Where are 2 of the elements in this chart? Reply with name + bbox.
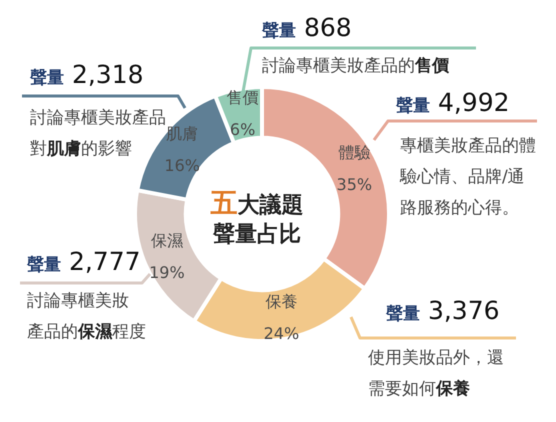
title: 五大議題 (210, 188, 304, 219)
subtitle: 聲量占比 (213, 222, 301, 247)
